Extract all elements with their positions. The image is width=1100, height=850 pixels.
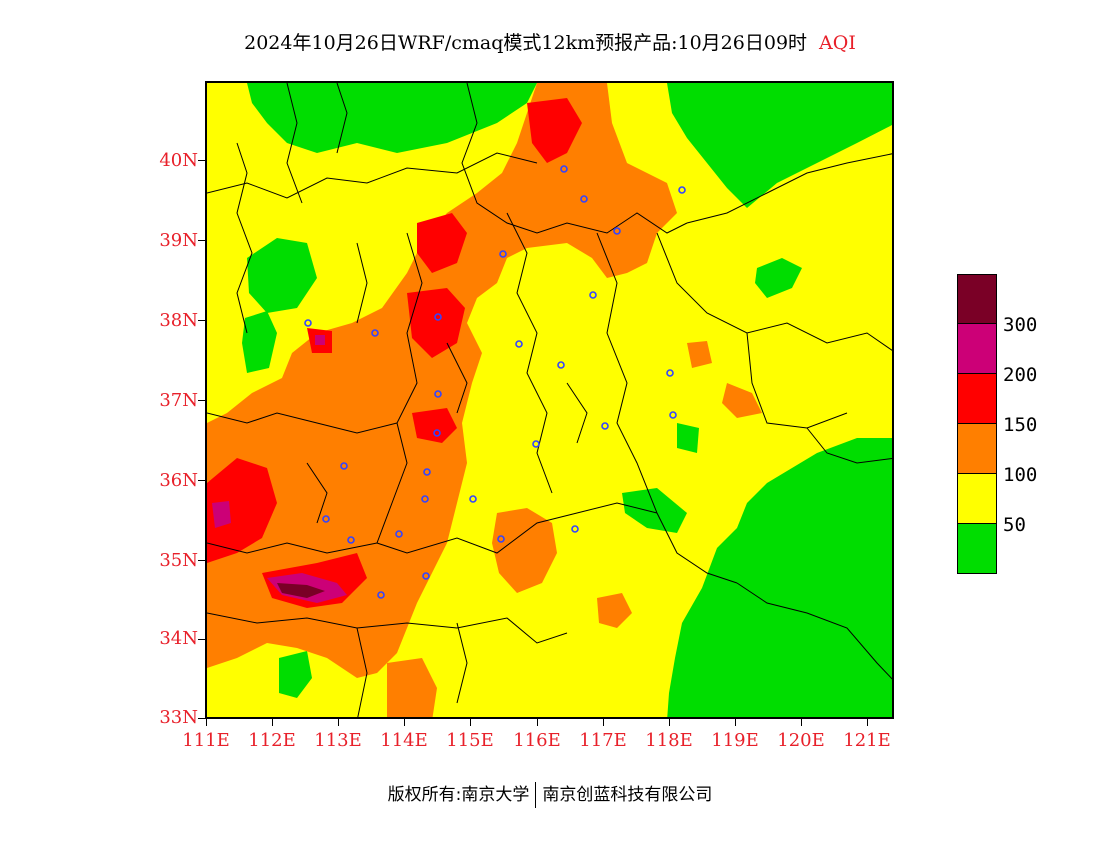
lat-label-34n: 34N	[159, 628, 198, 649]
legend-swatch-yellow	[957, 474, 997, 524]
lon-label-116e: 116E	[513, 730, 561, 751]
lon-label-117e: 117E	[579, 730, 627, 751]
legend-swatch-red	[957, 374, 997, 424]
lat-label-37n: 37N	[159, 390, 198, 411]
lon-label-118e: 118E	[645, 730, 693, 751]
legend-swatch-green	[957, 524, 997, 574]
aqi-color-legend	[957, 274, 997, 574]
title-text: 2024年10月26日WRF/cmaq模式12km预报产品:10月26日09时	[244, 32, 808, 54]
aqi-field	[207, 83, 892, 717]
lon-label-115e: 115E	[446, 730, 494, 751]
lat-label-36n: 36N	[159, 470, 198, 491]
city-markers	[304, 165, 686, 599]
lon-label-112e: 112E	[248, 730, 296, 751]
legend-label-50: 50	[1003, 514, 1026, 536]
map-title: 2024年10月26日WRF/cmaq模式12km预报产品:10月26日09时 A…	[0, 28, 1100, 55]
title-variable: AQI	[819, 32, 856, 54]
lat-label-40n: 40N	[159, 150, 198, 171]
legend-swatch-orange	[957, 424, 997, 474]
lon-label-120e: 120E	[777, 730, 825, 751]
legend-label-200: 200	[1003, 364, 1038, 386]
aqi-map	[205, 81, 894, 719]
lat-label-35n: 35N	[159, 550, 198, 571]
lat-label-39n: 39N	[159, 230, 198, 251]
lon-label-111e: 111E	[182, 730, 230, 751]
legend-swatch-maroon	[957, 274, 997, 324]
lat-label-33n: 33N	[159, 707, 198, 728]
lat-label-38n: 38N	[159, 310, 198, 331]
company-text: 南京创蓝科技有限公司	[542, 785, 713, 805]
copyright-footer: 版权所有:南京大学 南京创蓝科技有限公司	[0, 780, 1100, 808]
footer-divider	[535, 782, 537, 808]
lon-label-113e: 113E	[314, 730, 362, 751]
legend-label-100: 100	[1003, 464, 1038, 486]
legend-label-300: 300	[1003, 314, 1038, 336]
lon-label-121e: 121E	[843, 730, 891, 751]
lon-label-119e: 119E	[711, 730, 759, 751]
legend-swatch-magenta	[957, 324, 997, 374]
lon-label-114e: 114E	[380, 730, 428, 751]
legend-label-150: 150	[1003, 414, 1038, 436]
copyright-text: 版权所有:南京大学	[387, 785, 530, 805]
